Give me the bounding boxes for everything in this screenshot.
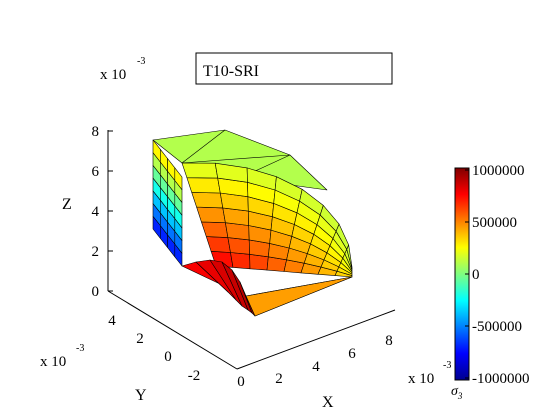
mesh-face bbox=[187, 178, 220, 193]
z-axis-label: Z bbox=[62, 196, 72, 213]
mesh-face bbox=[201, 222, 228, 238]
z-axis-scale: x 10 bbox=[100, 67, 126, 83]
colorbar: 1000000 500000 0 -500000 -1000000 σ3 bbox=[451, 163, 530, 401]
x-tick-label: 2 bbox=[275, 371, 283, 387]
x-tick-label: 0 bbox=[237, 374, 245, 390]
x-axis-scale-exponent: -3 bbox=[443, 360, 451, 371]
y-axis-scale: x 10 bbox=[40, 354, 66, 370]
mesh-face bbox=[192, 192, 223, 208]
x-axis-scale: x 10 bbox=[408, 371, 434, 387]
z-tick-label: 0 bbox=[92, 284, 100, 300]
z-tick-label: 8 bbox=[92, 124, 100, 140]
mesh-face bbox=[182, 163, 218, 178]
colorbar-label-subscript: 3 bbox=[457, 391, 463, 401]
chart-title: T10-SRI bbox=[203, 63, 259, 80]
colorbar-tick-label: 500000 bbox=[472, 215, 517, 231]
x-axis: 0 2 4 6 8 X x 10 -3 bbox=[237, 310, 451, 411]
colorbar-tick-label: 0 bbox=[472, 267, 480, 283]
mesh-face bbox=[197, 207, 226, 223]
y-tick-label: -2 bbox=[188, 368, 201, 384]
mesh-face bbox=[228, 238, 250, 255]
z-tick-label: 2 bbox=[92, 244, 100, 260]
colorbar-tick-label: 1000000 bbox=[472, 163, 525, 179]
colorbar-label: σ3 bbox=[451, 384, 463, 401]
z-tick-label: 4 bbox=[92, 204, 100, 220]
y-tick-label: 2 bbox=[136, 331, 144, 347]
mesh-face bbox=[231, 253, 251, 269]
colorbar-tick-label: -500000 bbox=[472, 319, 522, 335]
mesh-face bbox=[206, 237, 230, 253]
z-axis: 0 2 4 6 8 Z x 10 -3 bbox=[62, 56, 145, 300]
z-tick-label: 6 bbox=[92, 164, 100, 180]
y-axis: -2 0 2 4 Y x 10 -3 bbox=[40, 291, 237, 404]
y-tick-label: 0 bbox=[164, 349, 172, 365]
mesh-face bbox=[246, 277, 352, 316]
y-tick-label: 4 bbox=[108, 313, 116, 329]
colorbar-tick-label: -1000000 bbox=[472, 371, 530, 387]
x-tick-label: 6 bbox=[348, 346, 356, 362]
y-axis-scale-exponent: -3 bbox=[76, 343, 84, 354]
x-axis-label: X bbox=[322, 394, 334, 411]
x-tick-label: 4 bbox=[312, 359, 320, 375]
x-tick-label: 8 bbox=[385, 333, 393, 349]
y-axis-line bbox=[108, 291, 237, 369]
stress-mesh-surface bbox=[153, 130, 352, 316]
y-axis-label: Y bbox=[135, 387, 147, 404]
z-axis-scale-exponent: -3 bbox=[137, 56, 145, 67]
